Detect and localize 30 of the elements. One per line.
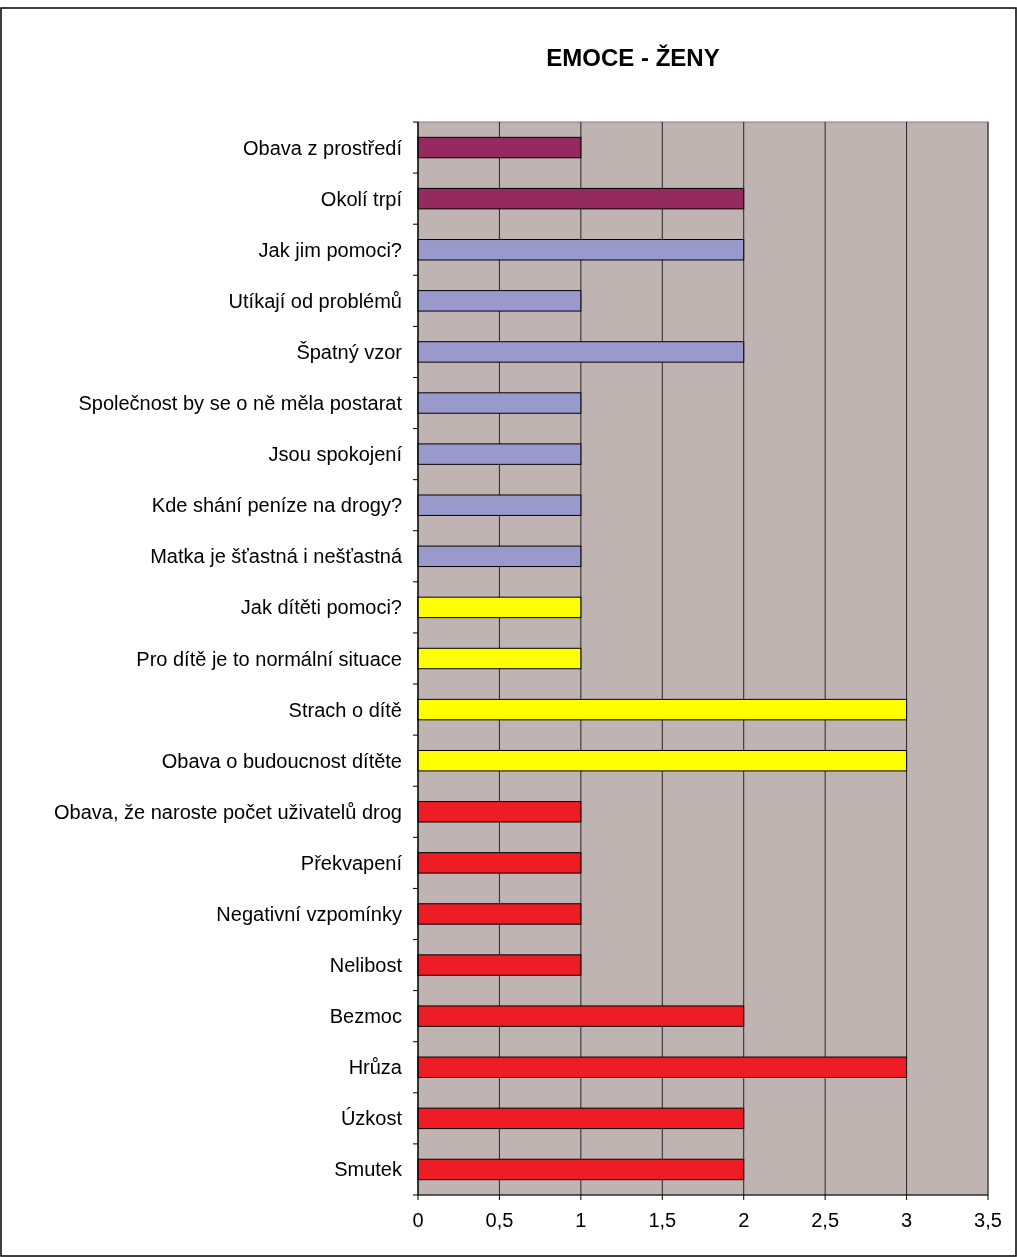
x-tick-label: 3 bbox=[901, 1209, 913, 1231]
y-tick-label: Pro dítě je to normální situace bbox=[136, 647, 402, 670]
y-tick-label: Matka je šťastná i nešťastná bbox=[150, 545, 403, 568]
y-tick-label: Obava, že naroste počet uživatelů drog bbox=[54, 800, 402, 823]
x-tick-label: 3,5 bbox=[974, 1209, 1002, 1231]
y-tick-label: Úzkost bbox=[340, 1107, 403, 1130]
y-tick-label: Obava o budoucnost dítěte bbox=[161, 749, 402, 772]
y-tick-label: Obava z prostředí bbox=[243, 136, 403, 159]
y-tick-label: Bezmoc bbox=[329, 1005, 402, 1028]
y-tick-label: Jsou spokojení bbox=[268, 443, 403, 466]
x-tick-label: 2,5 bbox=[811, 1209, 840, 1231]
y-tick-label: Strach o dítě bbox=[288, 698, 402, 721]
y-tick-label: Utíkají od problémů bbox=[228, 289, 402, 312]
x-tick-label: 0 bbox=[412, 1209, 424, 1231]
y-tick-label: Jak dítěti pomoci? bbox=[240, 596, 402, 619]
y-tick-label: Nelibost bbox=[329, 954, 403, 977]
x-tick-label: 2 bbox=[738, 1209, 750, 1231]
y-tick-label: Smutek bbox=[334, 1158, 403, 1181]
y-tick-label: Špatný vzor bbox=[296, 340, 403, 363]
y-tick-label: Hrůza bbox=[348, 1056, 403, 1079]
y-tick-label: Překvapení bbox=[300, 851, 403, 874]
x-tick-label: 1,5 bbox=[648, 1209, 677, 1231]
chart-title: EMOCE - ŽENY bbox=[546, 44, 720, 71]
y-tick-label: Kde shání peníze na drogy? bbox=[151, 494, 402, 517]
y-tick-label: Jak jim pomoci? bbox=[258, 238, 402, 261]
y-tick-label: Společnost by se o ně měla postarat bbox=[78, 392, 403, 415]
x-tick-label: 0,5 bbox=[485, 1209, 514, 1231]
y-tick-label: Negativní vzpomínky bbox=[216, 902, 402, 925]
x-tick-label: 1 bbox=[575, 1209, 587, 1231]
y-tick-label: Okolí trpí bbox=[320, 187, 403, 210]
